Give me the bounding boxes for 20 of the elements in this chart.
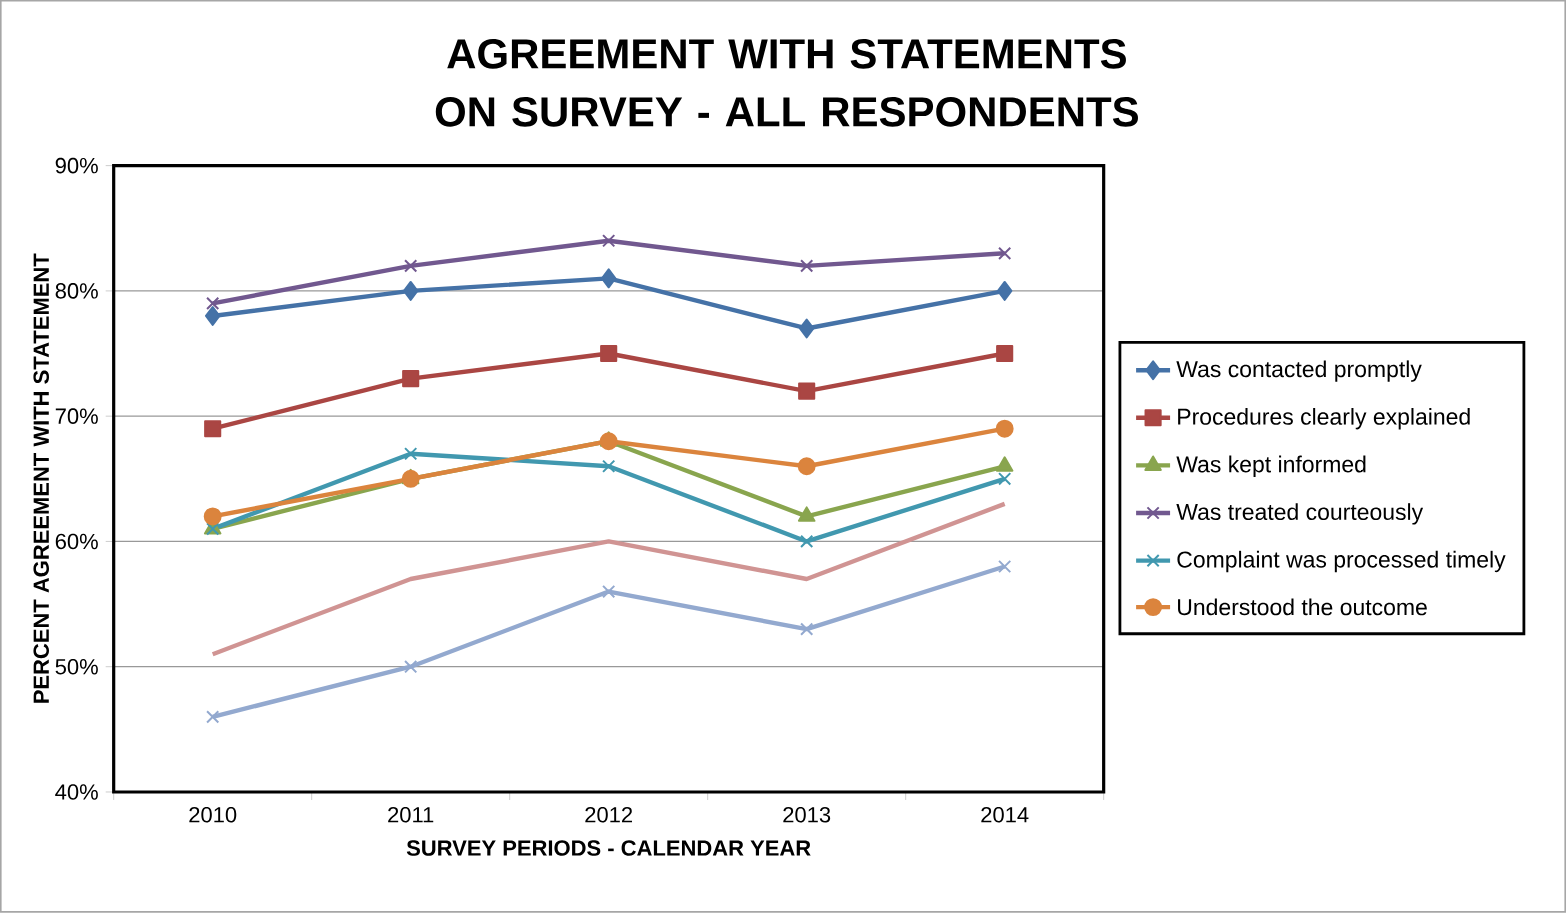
- x-tick-label: 2012: [585, 807, 633, 823]
- y-tick-label: 50%: [55, 659, 98, 675]
- y-tick-label: 60%: [55, 533, 98, 550]
- y-tick-label: 80%: [55, 283, 98, 299]
- y-tick-label: 40%: [55, 784, 98, 800]
- y-tick-label: 90%: [55, 158, 98, 174]
- legend-label: Was treated courteously: [1176, 503, 1424, 525]
- legend-label: Was contacted promptly: [1176, 360, 1422, 382]
- y-tick-label: 70%: [55, 408, 98, 425]
- chart-title: AGREEMENT WITH STATEMENTS ON SURVEY - ALL RESPONDENTS: [435, 39, 1138, 127]
- y-axis-title: PERCENT AGREEMENT WITH STATEMENT: [33, 253, 50, 703]
- legend-label: Understood the outcome: [1178, 598, 1427, 616]
- x-tick-label: 2011: [388, 807, 434, 823]
- legend-label: Complaint was processed timely: [1177, 550, 1506, 573]
- legend-label: Was kept informed: [1176, 455, 1366, 478]
- x-tick-label: 2010: [189, 807, 237, 823]
- x-axis-title: SURVEY PERIODS - CALENDAR YEAR: [406, 840, 811, 856]
- x-tick-label: 2014: [981, 807, 1029, 823]
- legend-label: Procedures clearly explained: [1178, 408, 1470, 430]
- x-tick-label: 2013: [783, 807, 831, 823]
